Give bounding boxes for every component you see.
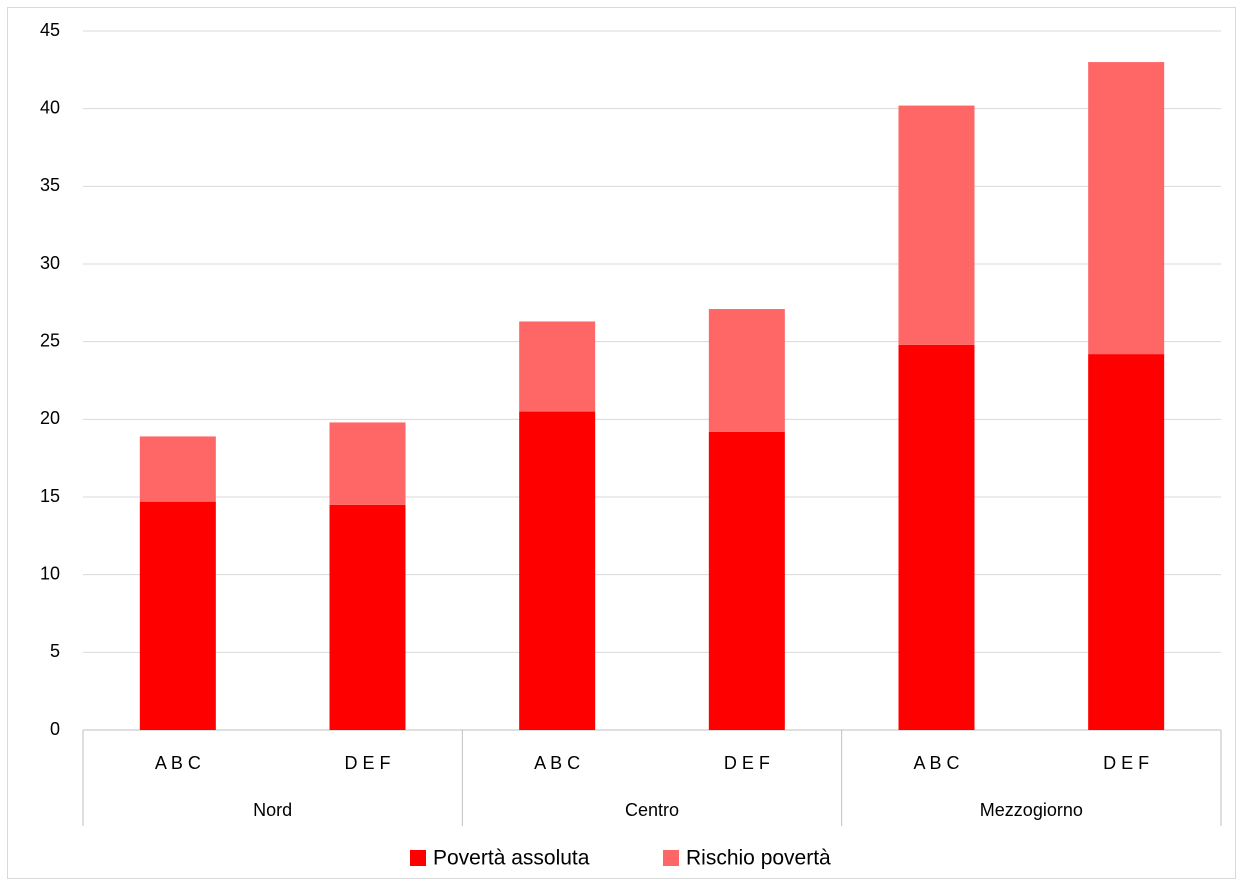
y-tick-label: 10 bbox=[40, 563, 60, 583]
bar-rischio-poverta bbox=[329, 422, 406, 505]
x-group-label: Centro bbox=[625, 800, 679, 820]
bar-rischio-poverta bbox=[708, 309, 785, 432]
x-category-label: A B C bbox=[155, 753, 201, 773]
bar-poverta-assoluta bbox=[1088, 354, 1165, 730]
bar-poverta-assoluta bbox=[329, 504, 406, 730]
x-category-label: D E F bbox=[344, 753, 390, 773]
x-group-label: Mezzogiorno bbox=[980, 800, 1083, 820]
y-tick-label: 15 bbox=[40, 486, 60, 506]
bar-rischio-poverta bbox=[1088, 62, 1165, 355]
y-tick-label: 45 bbox=[40, 20, 60, 40]
legend-swatch bbox=[663, 850, 679, 866]
x-category-label: A B C bbox=[913, 753, 959, 773]
y-tick-label: 5 bbox=[50, 641, 60, 661]
bar-poverta-assoluta bbox=[708, 431, 785, 730]
bar-rischio-poverta bbox=[139, 436, 216, 502]
y-tick-label: 20 bbox=[40, 408, 60, 428]
bar-rischio-poverta bbox=[519, 321, 596, 412]
y-tick-label: 35 bbox=[40, 175, 60, 195]
bar-poverta-assoluta bbox=[139, 501, 216, 730]
x-group-label: Nord bbox=[253, 800, 292, 820]
y-tick-label: 0 bbox=[50, 719, 60, 739]
bar-poverta-assoluta bbox=[519, 411, 596, 730]
legend-swatch bbox=[410, 850, 426, 866]
legend-label: Rischio povertà bbox=[686, 847, 831, 870]
y-tick-label: 30 bbox=[40, 253, 60, 273]
legend-label: Povertà assoluta bbox=[433, 847, 590, 870]
bar-rischio-poverta bbox=[898, 105, 975, 345]
x-category-label: A B C bbox=[534, 753, 580, 773]
bar-poverta-assoluta bbox=[898, 344, 975, 730]
y-tick-label: 40 bbox=[40, 97, 60, 117]
y-tick-label: 25 bbox=[40, 330, 60, 350]
x-category-label: D E F bbox=[1103, 753, 1149, 773]
x-category-label: D E F bbox=[724, 753, 770, 773]
